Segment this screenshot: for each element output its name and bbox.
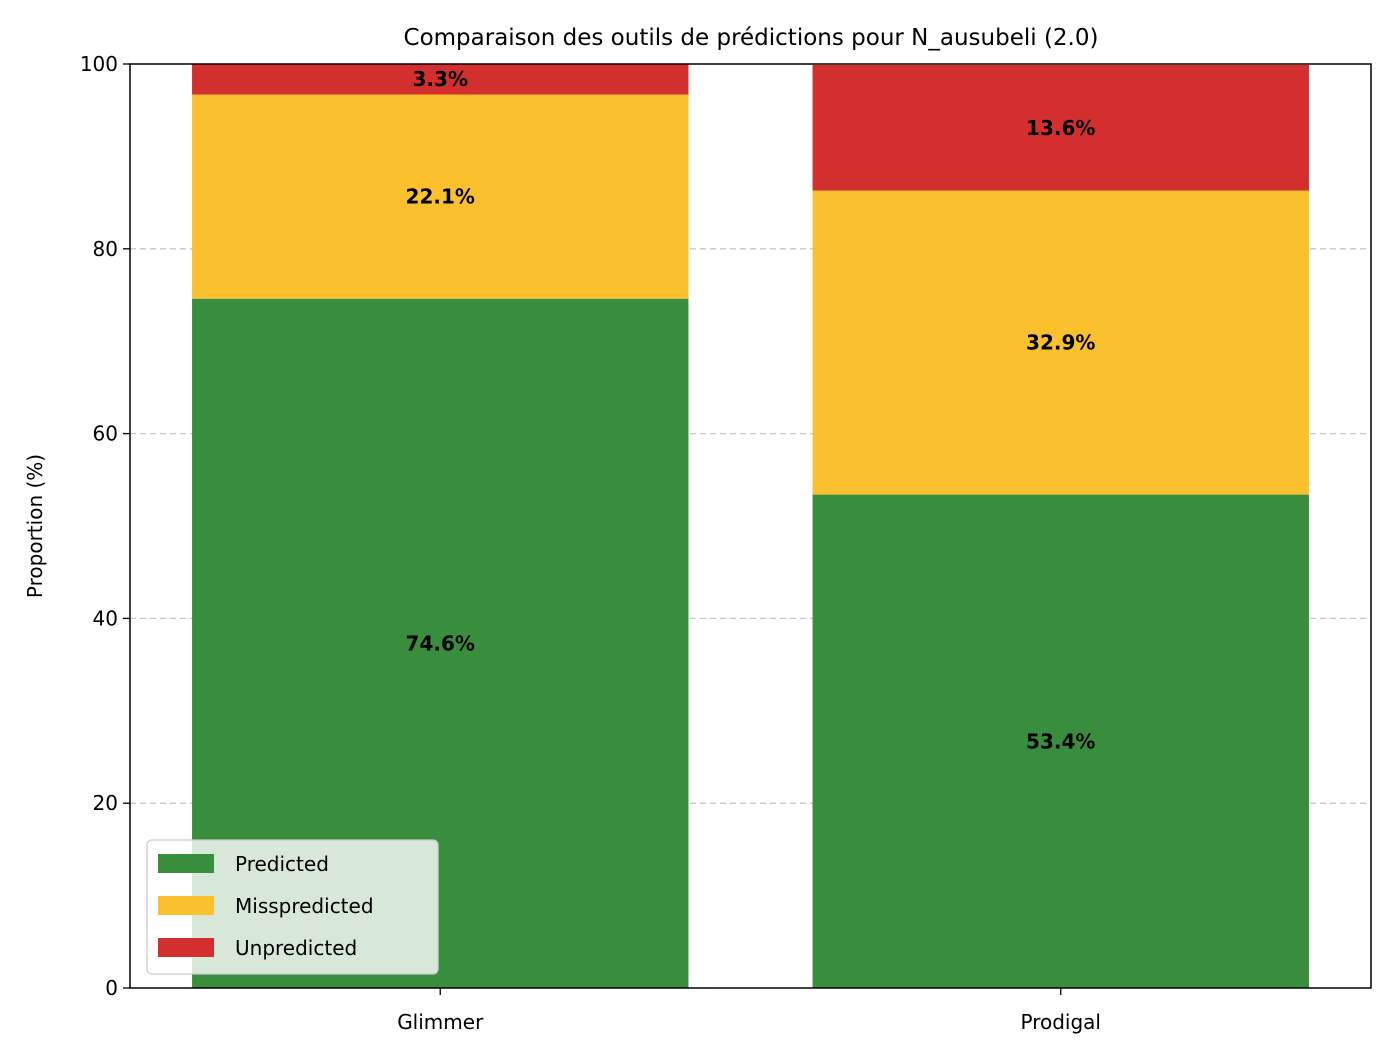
data-labels: 74.6% 22.1% 3.3% 53.4% 32.9% 13.6% — [406, 67, 1096, 753]
y-tick-label: 0 — [105, 976, 118, 1000]
bar-segment-misspredicted-prodigal — [812, 190, 1309, 495]
x-tick-label: Glimmer — [397, 1010, 484, 1034]
legend: Predicted Misspredicted Unpredicted — [146, 839, 439, 975]
y-tick-label: 100 — [80, 52, 118, 76]
bar-segment-misspredicted-glimmer — [192, 94, 689, 299]
legend-label-misspredicted: Misspredicted — [235, 894, 374, 918]
y-tick-label: 40 — [93, 606, 118, 630]
bar-segment-unpredicted-prodigal — [812, 64, 1309, 191]
legend-swatch-unpredicted — [158, 938, 214, 957]
legend-swatch-misspredicted — [158, 896, 214, 915]
data-label: 74.6% — [406, 631, 475, 655]
bar-segment-predicted-prodigal — [812, 494, 1309, 988]
data-label: 32.9% — [1026, 331, 1095, 355]
chart-title: Comparaison des outils de prédictions po… — [404, 25, 1099, 51]
bar-segment-unpredicted-glimmer — [192, 64, 689, 95]
bars — [192, 64, 1309, 988]
data-label: 53.4% — [1026, 729, 1095, 753]
y-tick-label: 20 — [93, 791, 118, 815]
plot-frame — [129, 63, 1372, 989]
y-tick-label: 80 — [93, 237, 118, 261]
data-label: 22.1% — [406, 185, 475, 209]
legend-label-unpredicted: Unpredicted — [235, 936, 357, 960]
axes: 0 20 40 60 80 100 Glimmer Prodigal — [80, 52, 1372, 1034]
data-label: 13.6% — [1026, 116, 1095, 140]
y-axis-label: Proportion (%) — [23, 454, 47, 598]
x-tick-label: Prodigal — [1021, 1010, 1102, 1034]
legend-label-predicted: Predicted — [235, 852, 329, 876]
y-tick-label: 60 — [93, 422, 118, 446]
legend-swatch-predicted — [158, 854, 214, 873]
legend-box — [146, 839, 439, 975]
data-label: 3.3% — [413, 67, 468, 91]
